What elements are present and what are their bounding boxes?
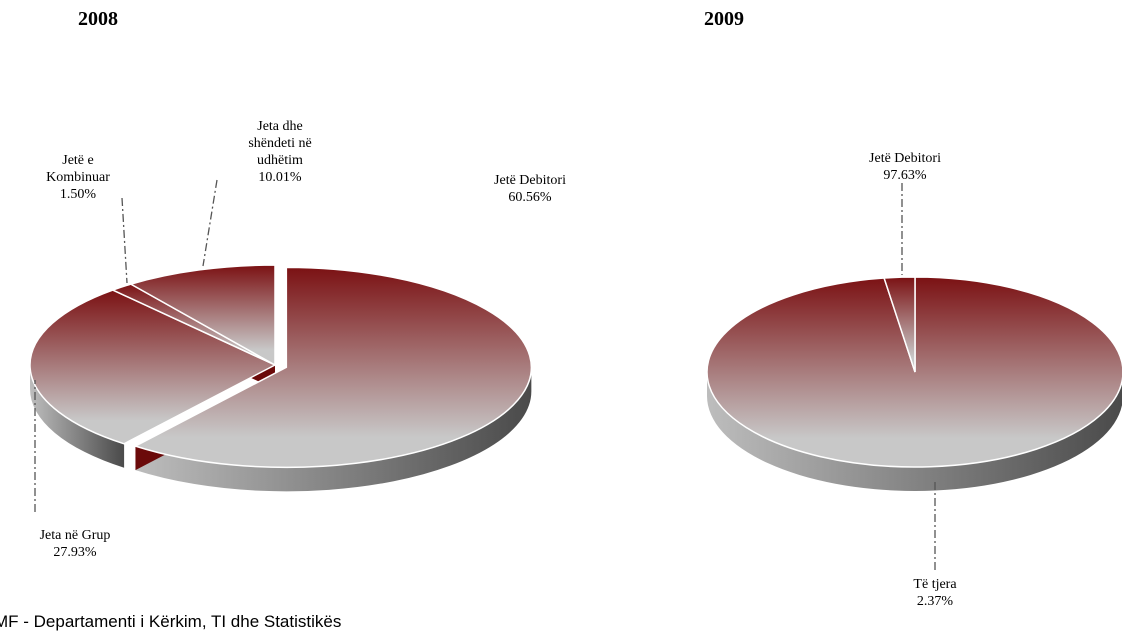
value-label: 97.63% [883,168,927,183]
value-label: 10.01% [258,170,302,185]
leader-line [121,197,128,284]
value-label: 27.93% [53,545,97,560]
slice-label: Jetë Debitori [494,173,566,188]
slice [133,266,533,469]
slice [29,289,277,445]
value-label: 60.56% [508,190,552,205]
value-label: 1.50% [59,187,97,202]
slice [883,276,916,373]
slice-label: Të tjera [913,577,957,592]
slice-label: Jeta në Grup [39,528,111,543]
slice-side [135,367,532,492]
slice-side [30,365,125,468]
slice [128,264,276,367]
slice-label: Jetë Debitori [869,151,941,166]
chart-title: 2008 [78,8,118,30]
value-label: 2.37% [916,594,954,609]
slice-label: Jeta dhe shëndeti në udhëtim [248,119,312,168]
chart-title: 2009 [704,8,744,30]
leader-line [202,179,218,267]
source-note: MF - Departamenti i Kërkim, TI dhe Stati… [0,612,342,631]
slice-side [707,372,1122,491]
slice-label: Jetë e Kombinuar [46,153,110,185]
